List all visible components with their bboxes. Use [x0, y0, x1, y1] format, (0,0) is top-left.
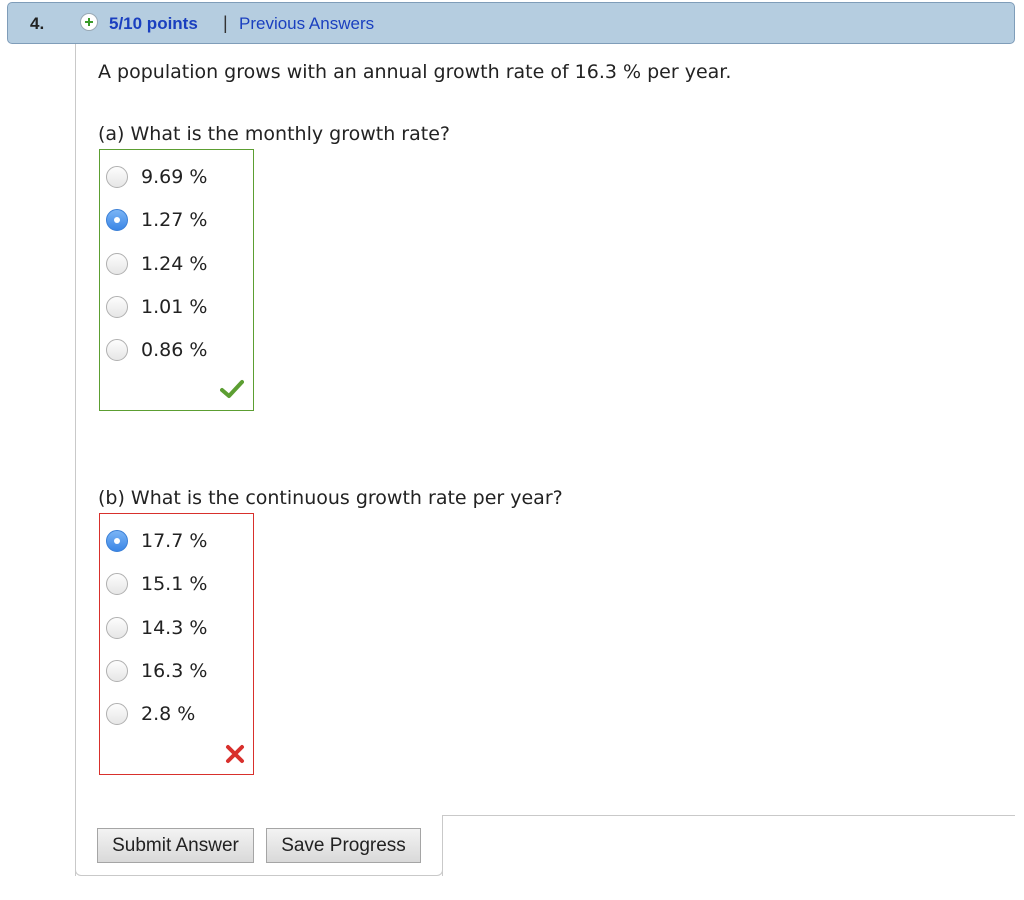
radio-button[interactable]: [106, 253, 128, 275]
part-b-option-4[interactable]: 16.3 %: [106, 659, 207, 683]
submit-answer-button[interactable]: Submit Answer: [97, 828, 254, 863]
part-a-question: (a) What is the monthly growth rate?: [98, 123, 450, 145]
part-b-question: (b) What is the continuous growth rate p…: [98, 487, 563, 509]
option-label: 1.24 %: [141, 253, 208, 275]
plus-icon[interactable]: [80, 13, 98, 31]
panel-divider: [442, 815, 1015, 816]
part-a-option-3[interactable]: 1.24 %: [106, 252, 207, 276]
question-number: 4.: [30, 14, 45, 33]
radio-button[interactable]: [106, 339, 128, 361]
part-b-option-1[interactable]: 17.7 %: [106, 529, 207, 553]
part-a-answer-box: 9.69 % 1.27 % 1.24 % 1.01 % 0.86 %: [99, 149, 254, 411]
part-b-answer-box: 17.7 % 15.1 % 14.3 % 16.3 % 2.8 %: [99, 513, 254, 775]
part-b-option-5[interactable]: 2.8 %: [106, 702, 195, 726]
option-label: 15.1 %: [141, 573, 208, 595]
part-a-option-2[interactable]: 1.27 %: [106, 208, 207, 232]
option-label: 1.27 %: [141, 209, 208, 231]
radio-button-selected[interactable]: [106, 530, 128, 552]
question-header: 4. 5/10 points | Previous Answers: [7, 2, 1015, 44]
part-a-option-4[interactable]: 1.01 %: [106, 295, 207, 319]
option-label: 14.3 %: [141, 617, 208, 639]
radio-button[interactable]: [106, 166, 128, 188]
problem-statement: A population grows with an annual growth…: [98, 61, 732, 83]
part-b-option-3[interactable]: 14.3 %: [106, 616, 207, 640]
option-label: 16.3 %: [141, 660, 208, 682]
part-a-option-5[interactable]: 0.86 %: [106, 338, 207, 362]
radio-button[interactable]: [106, 296, 128, 318]
option-label: 17.7 %: [141, 530, 208, 552]
points-score: 5/10 points: [109, 14, 198, 33]
panel-divider-vertical: [442, 815, 443, 876]
part-a-option-1[interactable]: 9.69 %: [106, 165, 207, 189]
option-label: 2.8 %: [141, 703, 196, 725]
radio-button[interactable]: [106, 573, 128, 595]
save-progress-button[interactable]: Save Progress: [266, 828, 421, 863]
option-label: 9.69 %: [141, 166, 208, 188]
radio-button[interactable]: [106, 703, 128, 725]
check-icon: [220, 380, 244, 398]
header-separator: |: [223, 13, 228, 33]
x-icon: [226, 745, 244, 763]
radio-button[interactable]: [106, 617, 128, 639]
part-b-option-2[interactable]: 15.1 %: [106, 572, 207, 596]
question-panel: [75, 44, 1015, 876]
radio-button-selected[interactable]: [106, 209, 128, 231]
previous-answers-link[interactable]: Previous Answers: [239, 14, 375, 33]
radio-button[interactable]: [106, 660, 128, 682]
option-label: 0.86 %: [141, 339, 208, 361]
option-label: 1.01 %: [141, 296, 208, 318]
